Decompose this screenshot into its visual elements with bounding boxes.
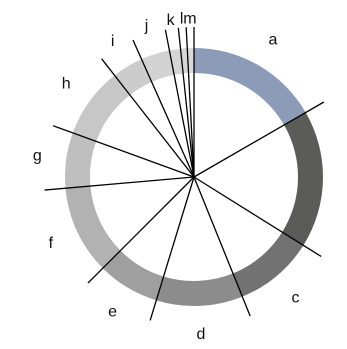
ring-segment-c	[232, 232, 304, 297]
segment-label-j: j	[144, 18, 149, 35]
spoke-e	[149, 176, 195, 321]
ring-segment-a	[194, 48, 306, 125]
spoke-j	[132, 39, 195, 178]
segment-label-l: l	[180, 11, 184, 28]
ring-segment-f	[65, 186, 121, 269]
ring-segment-d	[156, 273, 243, 306]
spoke-i	[101, 58, 195, 178]
segment-label-a: a	[269, 31, 278, 48]
segment-label-i: i	[111, 33, 115, 50]
spoke-f	[87, 176, 195, 284]
ring-segment-e	[102, 250, 164, 301]
segment-label-k: k	[167, 12, 176, 29]
spoke-b	[193, 101, 325, 178]
ring-segment-j	[141, 50, 175, 82]
spoke-c	[193, 176, 322, 258]
spoke-k	[164, 29, 195, 178]
segment-label-d: d	[196, 326, 205, 343]
ring-layer	[65, 48, 323, 306]
segment-label-m: m	[183, 10, 196, 27]
spoke-d	[193, 176, 251, 317]
ring-segment-i	[114, 59, 152, 96]
ring-segment-k	[169, 48, 184, 75]
segment-label-e: e	[108, 304, 117, 321]
spoke-h	[52, 125, 195, 178]
segment-label-h: h	[62, 75, 71, 92]
spoke-g	[44, 176, 195, 191]
ring-segment-m	[187, 48, 194, 74]
ring-segment-g	[65, 132, 97, 189]
segment-label-c: c	[292, 289, 300, 306]
spoke-layer	[44, 27, 325, 321]
label-layer: abcdefghijklm	[33, 10, 300, 343]
segment-label-f: f	[49, 235, 54, 252]
spoke-m	[185, 27, 195, 178]
ring-segment-b	[282, 112, 323, 246]
spoke-l	[177, 27, 195, 178]
ring-segment-h	[72, 75, 130, 142]
segment-label-g: g	[33, 148, 42, 165]
